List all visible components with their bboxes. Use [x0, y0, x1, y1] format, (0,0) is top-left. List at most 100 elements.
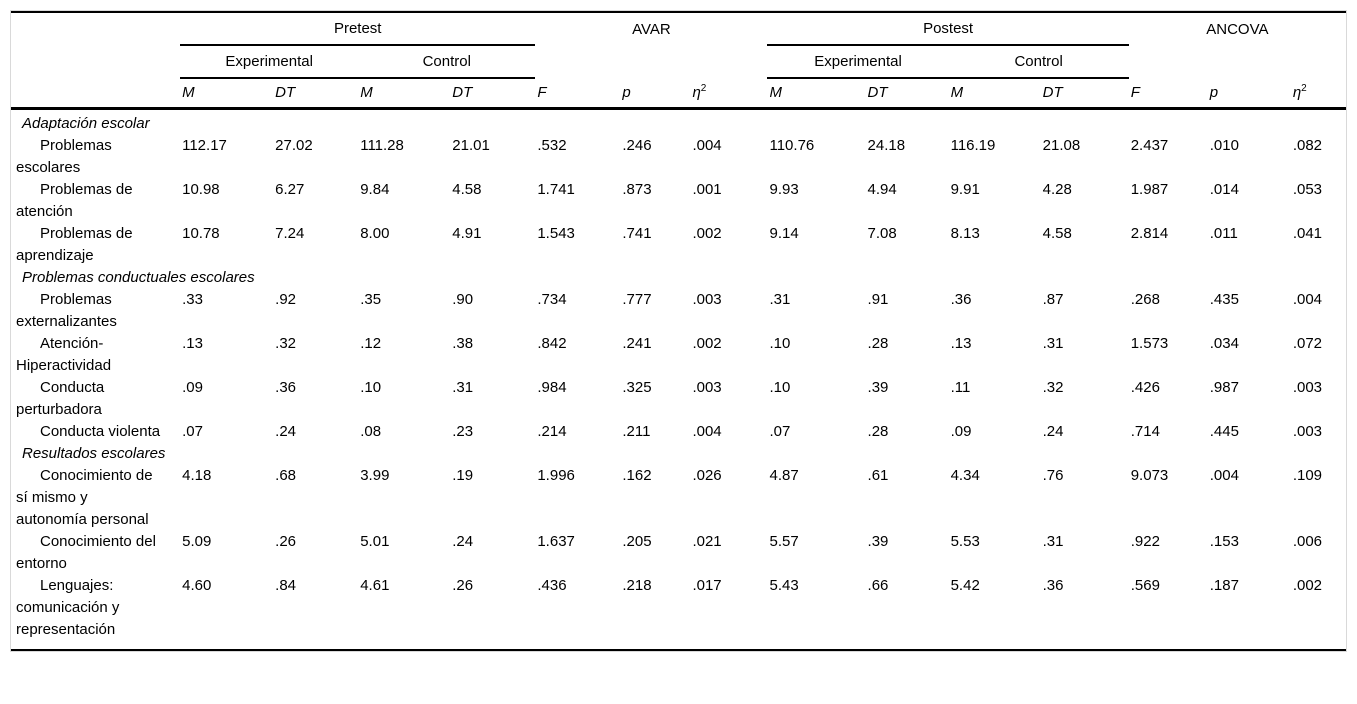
value-cell: .325	[622, 378, 652, 396]
section-row: Problemas conductuales escolares	[11, 267, 1346, 289]
value-cell: 10.98	[182, 180, 220, 198]
stat-header-ancova-p: p	[1207, 78, 1291, 110]
value-cell: .10	[769, 334, 791, 352]
value-cell: .532	[537, 136, 567, 154]
spacer-cell	[535, 45, 767, 78]
value-cell: .87	[1042, 290, 1064, 308]
value-cell: 5.57	[769, 532, 799, 550]
row-label: Problemas de atención	[16, 180, 133, 220]
value-cell: 4.18	[182, 466, 212, 484]
value-cell: 1.543	[537, 224, 575, 242]
value-cell: 4.61	[360, 576, 390, 594]
value-cell: 1.996	[537, 466, 575, 484]
value-cell: .001	[692, 180, 722, 198]
value-cell: 4.94	[867, 180, 897, 198]
value-cell: .39	[867, 378, 889, 396]
group-header-ancova: ANCOVA	[1206, 20, 1269, 38]
value-cell: .082	[1292, 136, 1323, 154]
group-header-pretest: Pretest	[180, 12, 536, 46]
value-cell: .034	[1209, 334, 1239, 352]
value-cell: .002	[692, 334, 722, 352]
entry-row: Problemas de aprendizaje 10.78 7.24 8.00 4.9…	[11, 223, 1346, 267]
row-label: Conocimiento de sí mismo y autonomía per…	[16, 466, 153, 528]
value-cell: .76	[1042, 466, 1064, 484]
eta-symbol: η	[692, 83, 701, 101]
value-cell: .35	[360, 290, 382, 308]
section-row: Adaptación escolar	[11, 108, 1346, 135]
stat-header-avar-eta-squared: η2	[690, 78, 768, 110]
value-cell: .246	[622, 136, 652, 154]
value-cell: .010	[1209, 136, 1239, 154]
value-cell: .984	[537, 378, 567, 396]
row-label: Problemas externalizantes	[16, 290, 117, 330]
value-cell: .23	[452, 422, 474, 440]
section-row: Resultados escolares	[11, 443, 1346, 465]
row-label: Conducta violenta	[40, 422, 161, 440]
value-cell: 8.13	[950, 224, 980, 242]
value-cell: 21.01	[452, 136, 490, 154]
subgroup-header-pretest-control: Control	[358, 45, 536, 79]
value-cell: .26	[452, 576, 474, 594]
value-cell: .714	[1130, 422, 1160, 440]
value-cell: .002	[692, 224, 722, 242]
row-label: Atención-Hiperactividad	[16, 334, 112, 374]
value-cell: 4.58	[1042, 224, 1072, 242]
entry-row: Conducta perturbadora .09 .36 .10 .31 .984 .32…	[11, 377, 1346, 421]
value-cell: 4.28	[1042, 180, 1072, 198]
value-cell: .28	[867, 334, 889, 352]
value-cell: .32	[275, 334, 297, 352]
entry-row: Conducta violenta .07 .24 .08 .23 .214 .211 .00…	[11, 421, 1346, 443]
value-cell: .187	[1209, 576, 1239, 594]
stat-header-avar-f: F	[535, 78, 621, 110]
stat-header-pretest-exp-dt: DT	[273, 78, 359, 110]
subgroup-header-row: Experimental Control Experimental Contro…	[11, 45, 1346, 79]
value-cell: 4.34	[950, 466, 980, 484]
value-cell: .011	[1209, 224, 1238, 242]
value-cell: .08	[360, 422, 382, 440]
value-cell: .741	[622, 224, 652, 242]
value-cell: 4.87	[769, 466, 799, 484]
value-cell: .66	[867, 576, 889, 594]
value-cell: .021	[692, 532, 722, 550]
value-cell: .36	[1042, 576, 1064, 594]
value-cell: .31	[452, 378, 474, 396]
value-cell: 9.91	[950, 180, 980, 198]
value-cell: .014	[1209, 180, 1239, 198]
value-cell: 112.17	[182, 136, 227, 154]
value-cell: .109	[1292, 466, 1323, 484]
value-cell: 5.42	[950, 576, 980, 594]
value-cell: .873	[622, 180, 652, 198]
row-label: Problemas de aprendizaje	[16, 224, 133, 264]
value-cell: .436	[537, 576, 567, 594]
row-label: Conducta perturbadora	[16, 378, 105, 418]
value-cell: .07	[769, 422, 791, 440]
value-cell: .004	[1209, 466, 1239, 484]
section-label: Resultados escolares	[22, 444, 166, 462]
value-cell: .426	[1130, 378, 1160, 396]
value-cell: .32	[1042, 378, 1064, 396]
subgroup-header-postest-control: Control	[948, 45, 1129, 79]
stat-header-postest-ctrl-dt: DT	[1040, 78, 1129, 110]
value-cell: 2.814	[1130, 224, 1169, 242]
value-cell: .61	[867, 466, 889, 484]
entry-row: Lenguajes: comunicación y representación…	[11, 575, 1346, 650]
value-cell: 5.09	[182, 532, 212, 550]
value-cell: .24	[452, 532, 474, 550]
spacer-cell	[1129, 45, 1346, 78]
row-label: Problemas escolares	[16, 136, 112, 176]
value-cell: .987	[1209, 378, 1239, 396]
value-cell: 24.18	[867, 136, 906, 154]
value-cell: 8.00	[360, 224, 390, 242]
value-cell: .026	[692, 466, 722, 484]
stat-header-postest-ctrl-m: M	[948, 78, 1041, 110]
row-label: Conocimiento del entorno	[16, 532, 156, 572]
value-cell: 1.741	[537, 180, 575, 198]
value-cell: .003	[692, 290, 722, 308]
value-cell: .268	[1130, 290, 1160, 308]
value-cell: 6.27	[275, 180, 305, 198]
stat-header-postest-exp-m: M	[767, 78, 866, 110]
section-label: Problemas conductuales escolares	[22, 268, 255, 286]
value-cell: .218	[622, 576, 652, 594]
value-cell: 1.987	[1130, 180, 1169, 198]
group-header-avar: AVAR	[632, 20, 671, 38]
